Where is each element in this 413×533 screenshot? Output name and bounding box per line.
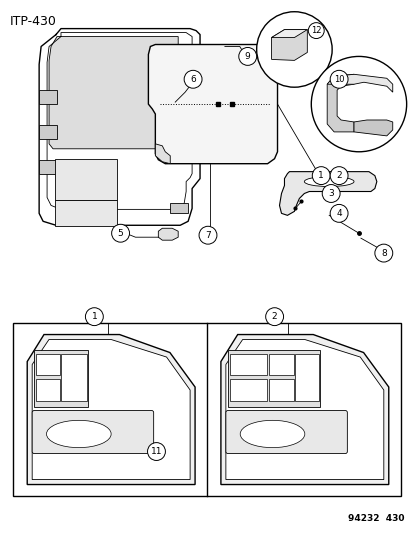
Text: 12: 12 — [310, 26, 321, 35]
Ellipse shape — [46, 421, 111, 448]
Circle shape — [238, 47, 256, 66]
Polygon shape — [49, 37, 178, 149]
Circle shape — [330, 167, 347, 184]
Bar — [36, 379, 60, 401]
Circle shape — [321, 184, 339, 203]
Text: 3: 3 — [328, 189, 333, 198]
Polygon shape — [27, 335, 195, 484]
FancyBboxPatch shape — [55, 159, 116, 200]
Bar — [229, 353, 266, 375]
Text: 94232  430: 94232 430 — [347, 514, 404, 523]
Circle shape — [199, 227, 216, 244]
Text: 1: 1 — [91, 312, 97, 321]
Circle shape — [184, 70, 202, 88]
Bar — [39, 125, 57, 139]
Bar — [39, 90, 57, 104]
Polygon shape — [326, 74, 353, 132]
Circle shape — [256, 12, 331, 87]
Polygon shape — [353, 120, 392, 136]
Circle shape — [330, 70, 347, 88]
Text: 11: 11 — [150, 447, 162, 456]
Text: 5: 5 — [117, 229, 123, 238]
Polygon shape — [155, 144, 170, 164]
Bar — [268, 353, 293, 375]
Circle shape — [330, 205, 347, 222]
Polygon shape — [271, 30, 306, 37]
Text: 6: 6 — [190, 75, 195, 84]
Text: 2: 2 — [271, 312, 277, 321]
Bar — [39, 160, 57, 174]
FancyBboxPatch shape — [55, 200, 116, 227]
Polygon shape — [279, 172, 376, 215]
Bar — [61, 353, 87, 401]
Bar — [295, 353, 319, 401]
Ellipse shape — [304, 176, 353, 187]
Text: 10: 10 — [333, 75, 344, 84]
Bar — [34, 350, 88, 407]
FancyBboxPatch shape — [32, 410, 153, 454]
Circle shape — [265, 308, 283, 326]
Circle shape — [374, 244, 392, 262]
Polygon shape — [158, 228, 178, 240]
Circle shape — [147, 442, 165, 461]
Text: ITP-430: ITP-430 — [9, 15, 56, 28]
Polygon shape — [148, 44, 277, 164]
Bar — [36, 353, 60, 375]
Bar — [268, 379, 293, 401]
Polygon shape — [271, 30, 306, 60]
Circle shape — [308, 22, 323, 38]
Polygon shape — [326, 74, 392, 92]
Text: 1: 1 — [318, 171, 323, 180]
Bar — [227, 350, 319, 407]
Text: 9: 9 — [244, 52, 250, 61]
Text: 2: 2 — [335, 171, 341, 180]
Text: 4: 4 — [335, 209, 341, 218]
Bar — [229, 379, 266, 401]
Bar — [170, 204, 188, 213]
Text: 7: 7 — [204, 231, 210, 240]
Bar — [13, 322, 400, 496]
Polygon shape — [225, 340, 383, 480]
Text: 8: 8 — [380, 248, 386, 257]
Circle shape — [311, 167, 330, 184]
Circle shape — [311, 56, 406, 152]
Polygon shape — [32, 340, 190, 480]
Polygon shape — [221, 335, 388, 484]
FancyBboxPatch shape — [225, 410, 347, 454]
Circle shape — [85, 308, 103, 326]
Ellipse shape — [240, 421, 304, 448]
Circle shape — [112, 224, 129, 242]
